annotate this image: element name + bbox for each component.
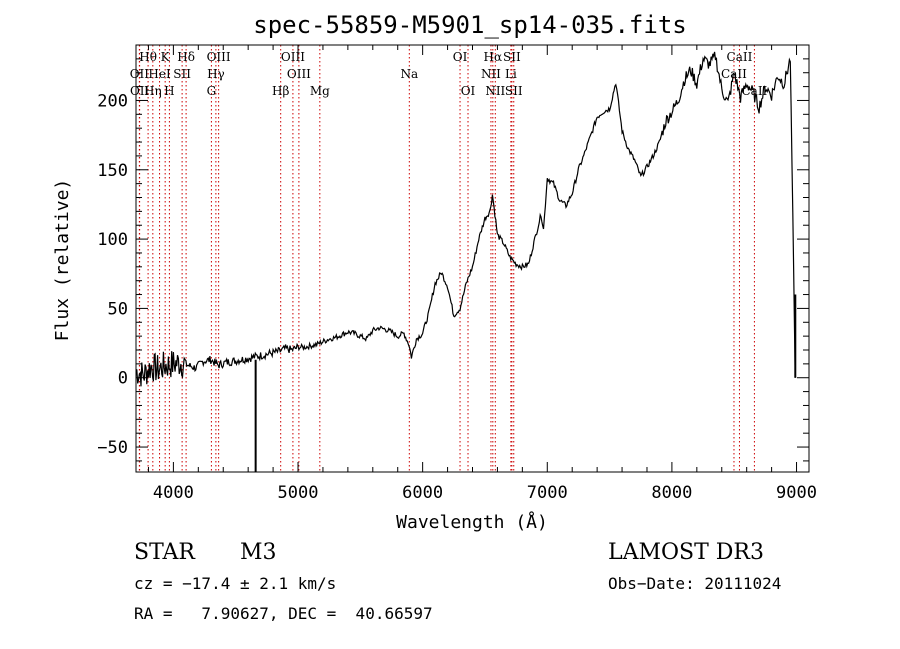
object-type: STAR bbox=[134, 540, 195, 565]
emission-line-labels: Hθ OII OII K HeI Hη Hδ SII H OIII Hγ G OIII OIII Hβ Mg N… bbox=[130, 50, 768, 98]
line-label-17: OI bbox=[453, 50, 468, 64]
x-tick-label-4: 8000 bbox=[651, 483, 692, 503]
spectrum-series-line bbox=[135, 51, 796, 387]
y-tick-label-3: 100 bbox=[97, 230, 128, 250]
line-label-21: NII bbox=[485, 84, 505, 98]
y-tick-label-0: −50 bbox=[97, 438, 128, 458]
line-label-15: Mg bbox=[310, 84, 330, 98]
chart-title: spec-55859-M5901_sp14-035.fits bbox=[253, 11, 686, 39]
line-label-10: Hγ bbox=[207, 67, 225, 81]
line-label-5: Hη bbox=[144, 84, 162, 98]
line-label-23: Li bbox=[505, 67, 517, 81]
line-label-0: Hθ bbox=[139, 50, 157, 64]
y-tick-label-2: 50 bbox=[108, 299, 128, 319]
x-tick-label-2: 6000 bbox=[402, 483, 443, 503]
line-label-11: G bbox=[207, 84, 217, 98]
x-tick-label-3: 7000 bbox=[527, 483, 568, 503]
spectrum-drop-line bbox=[254, 294, 797, 472]
y-axis-ticks: −50 0 50 100 150 200 bbox=[97, 44, 809, 462]
y-axis-label: Flux (relative) bbox=[52, 179, 73, 342]
line-label-24: SII bbox=[505, 84, 523, 98]
line-label-16: Na bbox=[400, 67, 418, 81]
line-label-1: OII bbox=[130, 67, 150, 81]
line-label-22: SII bbox=[503, 50, 521, 64]
x-tick-label-0: 4000 bbox=[153, 483, 194, 503]
emission-line-markers bbox=[138, 45, 755, 472]
line-label-12: OIII bbox=[281, 50, 305, 64]
line-label-6: Hδ bbox=[177, 50, 195, 64]
line-label-20: NII bbox=[481, 67, 501, 81]
cz-value: cz = −17.4 ± 2.1 km/s bbox=[134, 574, 337, 593]
x-axis-label: Wavelength (Å) bbox=[396, 511, 548, 533]
line-label-9: OIII bbox=[207, 50, 231, 64]
line-label-25: CaII bbox=[727, 50, 753, 64]
x-axis-ticks: 4000 5000 6000 7000 8000 9000 bbox=[147, 45, 817, 503]
y-tick-label-5: 200 bbox=[97, 91, 128, 111]
line-label-4: HeI bbox=[148, 67, 171, 81]
x-tick-label-1: 5000 bbox=[278, 483, 319, 503]
line-label-3: K bbox=[161, 50, 171, 64]
y-tick-label-1: 0 bbox=[118, 369, 128, 389]
line-label-7: SII bbox=[173, 67, 191, 81]
ra-dec: RA = 7.90627, DEC = 40.66597 bbox=[134, 604, 433, 623]
survey-name: LAMOST DR3 bbox=[608, 540, 764, 565]
x-tick-label-5: 9000 bbox=[776, 483, 817, 503]
line-label-8: H bbox=[164, 84, 174, 98]
line-label-13: OIII bbox=[287, 67, 311, 81]
obs-date: Obs−Date: 20111024 bbox=[608, 574, 782, 593]
line-label-2: OII bbox=[130, 84, 150, 98]
y-tick-label-4: 150 bbox=[97, 161, 128, 181]
line-label-19: Hα bbox=[484, 50, 503, 64]
object-subclass: M3 bbox=[240, 540, 277, 565]
line-label-18: OI bbox=[461, 84, 476, 98]
plot-frame bbox=[135, 44, 810, 473]
spectrum-chart: spec-55859-M5901_sp14-035.fits Hθ OII OII K… bbox=[52, 11, 817, 533]
line-label-14: Hβ bbox=[272, 84, 289, 98]
